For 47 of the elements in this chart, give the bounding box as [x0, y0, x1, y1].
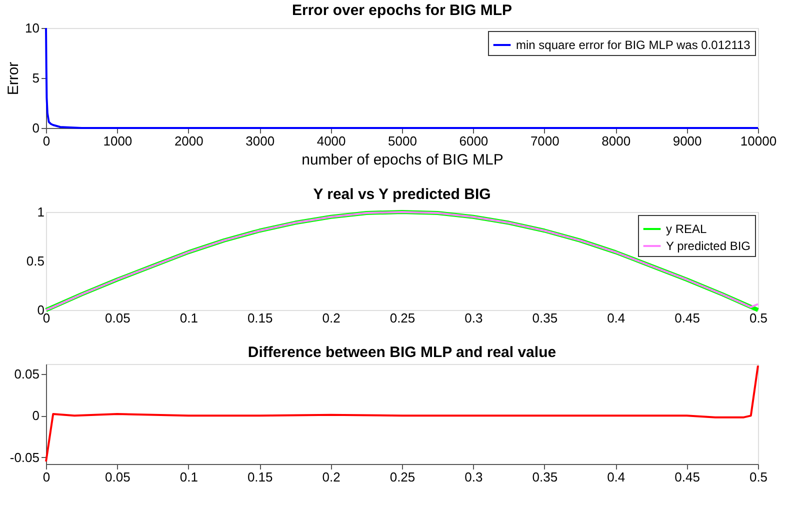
x-tick-label: 0.15: [247, 310, 273, 326]
x-tick-label: 0.05: [105, 470, 130, 484]
x-tick-label: 5000: [388, 134, 417, 148]
chart-title: Error over epochs for BIG MLP: [292, 2, 512, 19]
y-tick-label: 0: [32, 408, 40, 424]
x-tick-label: 0.3: [464, 310, 483, 326]
x-tick-label: 0.4: [607, 310, 626, 326]
line-series: [45, 364, 759, 462]
x-tick-label: 0.1: [180, 470, 198, 484]
chart-title: Y real vs Y predicted BIG: [313, 186, 491, 203]
x-tick-label: 1000: [103, 134, 132, 148]
x-tick-label: 2000: [174, 134, 204, 148]
x-tick-label: 0.2: [322, 310, 340, 326]
legend-label: y REAL: [666, 222, 708, 236]
x-tick-label: 0.45: [674, 470, 700, 484]
y-tick-label: 10: [25, 20, 40, 36]
x-tick-label: 0.25: [390, 470, 416, 484]
y-tick-label: 0.5: [26, 254, 44, 268]
x-tick-label: 0.4: [607, 470, 626, 484]
x-tick-label: 0.15: [247, 470, 273, 484]
x-tick-label: 6000: [459, 134, 488, 148]
y-tick-label: 0.05: [14, 366, 40, 382]
y-axis-title: Error: [5, 62, 22, 96]
y-tick-label: 5: [32, 70, 40, 86]
x-tick-label: 0.1: [180, 310, 198, 326]
legend-label: min square error for BIG MLP was 0.012113: [516, 38, 751, 52]
x-tick-label: 0.5: [749, 310, 768, 326]
x-tick-label: 0.5: [749, 470, 768, 484]
chart-title: Difference between BIG MLP and real value: [248, 344, 556, 361]
x-tick-label: 0.05: [105, 310, 130, 326]
y-tick-label: 0: [32, 120, 40, 136]
x-tick-label: 8000: [602, 134, 631, 148]
x-tick-label: 3000: [246, 134, 275, 148]
x-axis-title: number of epochs of BIG MLP: [302, 152, 504, 168]
x-tick-label: 0.2: [322, 470, 340, 484]
x-tick-label: 0.3: [464, 470, 483, 484]
x-tick-label: 4000: [316, 134, 346, 148]
x-tick-label: 7000: [530, 134, 560, 148]
x-tick-label: 0.25: [390, 310, 416, 326]
y-tick-label: -0.05: [10, 450, 40, 465]
x-tick-label: 0.35: [532, 310, 558, 326]
x-tick-label: 0.35: [532, 470, 558, 484]
x-tick-label: 10000: [740, 134, 777, 148]
x-tick-label: 9000: [672, 134, 702, 148]
x-tick-label: 0.45: [674, 310, 700, 326]
y-tick-label: 1: [37, 204, 44, 220]
legend-label: Y predicted BIG: [666, 239, 750, 253]
